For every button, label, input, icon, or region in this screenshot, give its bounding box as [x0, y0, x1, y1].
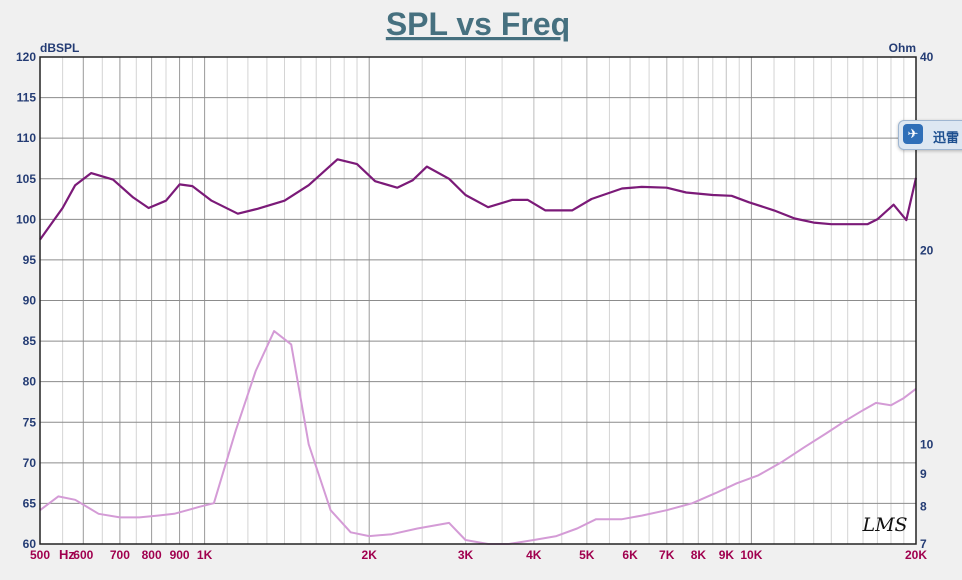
y-tick-label: 110 [17, 131, 37, 145]
tick-labels: 500 600 700 800 900 1K 2K 3K 4K 5K 6K 7K 8K 9K 10K 20K 6… [16, 50, 934, 562]
y2-tick-label: 8 [920, 500, 927, 514]
y-tick-label: 80 [23, 375, 37, 389]
y-tick-label: 70 [23, 456, 37, 470]
x-tick-label: 600 [73, 548, 93, 562]
y-tick-label: 65 [23, 496, 37, 510]
y-tick-label: 85 [23, 334, 37, 348]
y-tick-label: 115 [17, 91, 37, 105]
x-tick-label: 4K [526, 548, 542, 562]
y-tick-label: 95 [23, 253, 37, 267]
y2-tick-label: 9 [920, 467, 927, 481]
x-tick-label: 5K [579, 548, 595, 562]
x-unit-label: Hz [59, 547, 75, 562]
y2-tick-label: 10 [920, 437, 934, 451]
x-tick-label: 1K [197, 548, 213, 562]
y-tick-label: 100 [16, 212, 36, 226]
y2-tick-label: 7 [920, 537, 927, 551]
x-tick-label: 800 [142, 548, 162, 562]
x-tick-label: 3K [458, 548, 474, 562]
x-tick-label: 900 [170, 548, 190, 562]
y2-axis-label: Ohm [889, 41, 916, 55]
thunder-download-widget[interactable]: ✈ 迅雷 [898, 120, 962, 150]
y-tick-label: 60 [23, 537, 37, 551]
impedance-curve [39, 330, 917, 545]
x-tick-label: 10K [740, 548, 762, 562]
y-tick-label: 120 [16, 50, 36, 64]
x-tick-label: 700 [110, 548, 130, 562]
x-tick-label: 20K [905, 548, 927, 562]
x-tick-label: 500 [30, 548, 50, 562]
series-layer [39, 158, 918, 545]
x-tick-label: 8K [691, 548, 707, 562]
plot-frame [39, 56, 917, 545]
y-tick-label: 105 [16, 172, 36, 186]
x-tick-label: 9K [719, 548, 735, 562]
x-tick-label: 6K [622, 548, 638, 562]
x-tick-label: 2K [362, 548, 378, 562]
y2-tick-label: 20 [920, 244, 934, 258]
thunder-label: 迅雷 [933, 131, 960, 146]
y2-tick-label: 40 [920, 50, 934, 64]
y-tick-label: 90 [23, 294, 37, 308]
chart-title: SPL vs Freq [386, 6, 570, 42]
y-axis-label: dBSPL [40, 41, 79, 55]
y-tick-label: 75 [23, 415, 37, 429]
x-tick-label: 7K [659, 548, 675, 562]
watermark: LMS [861, 514, 907, 536]
thunder-bird-icon: ✈ [903, 124, 923, 144]
spl-curve [39, 158, 918, 241]
grid [39, 56, 917, 545]
